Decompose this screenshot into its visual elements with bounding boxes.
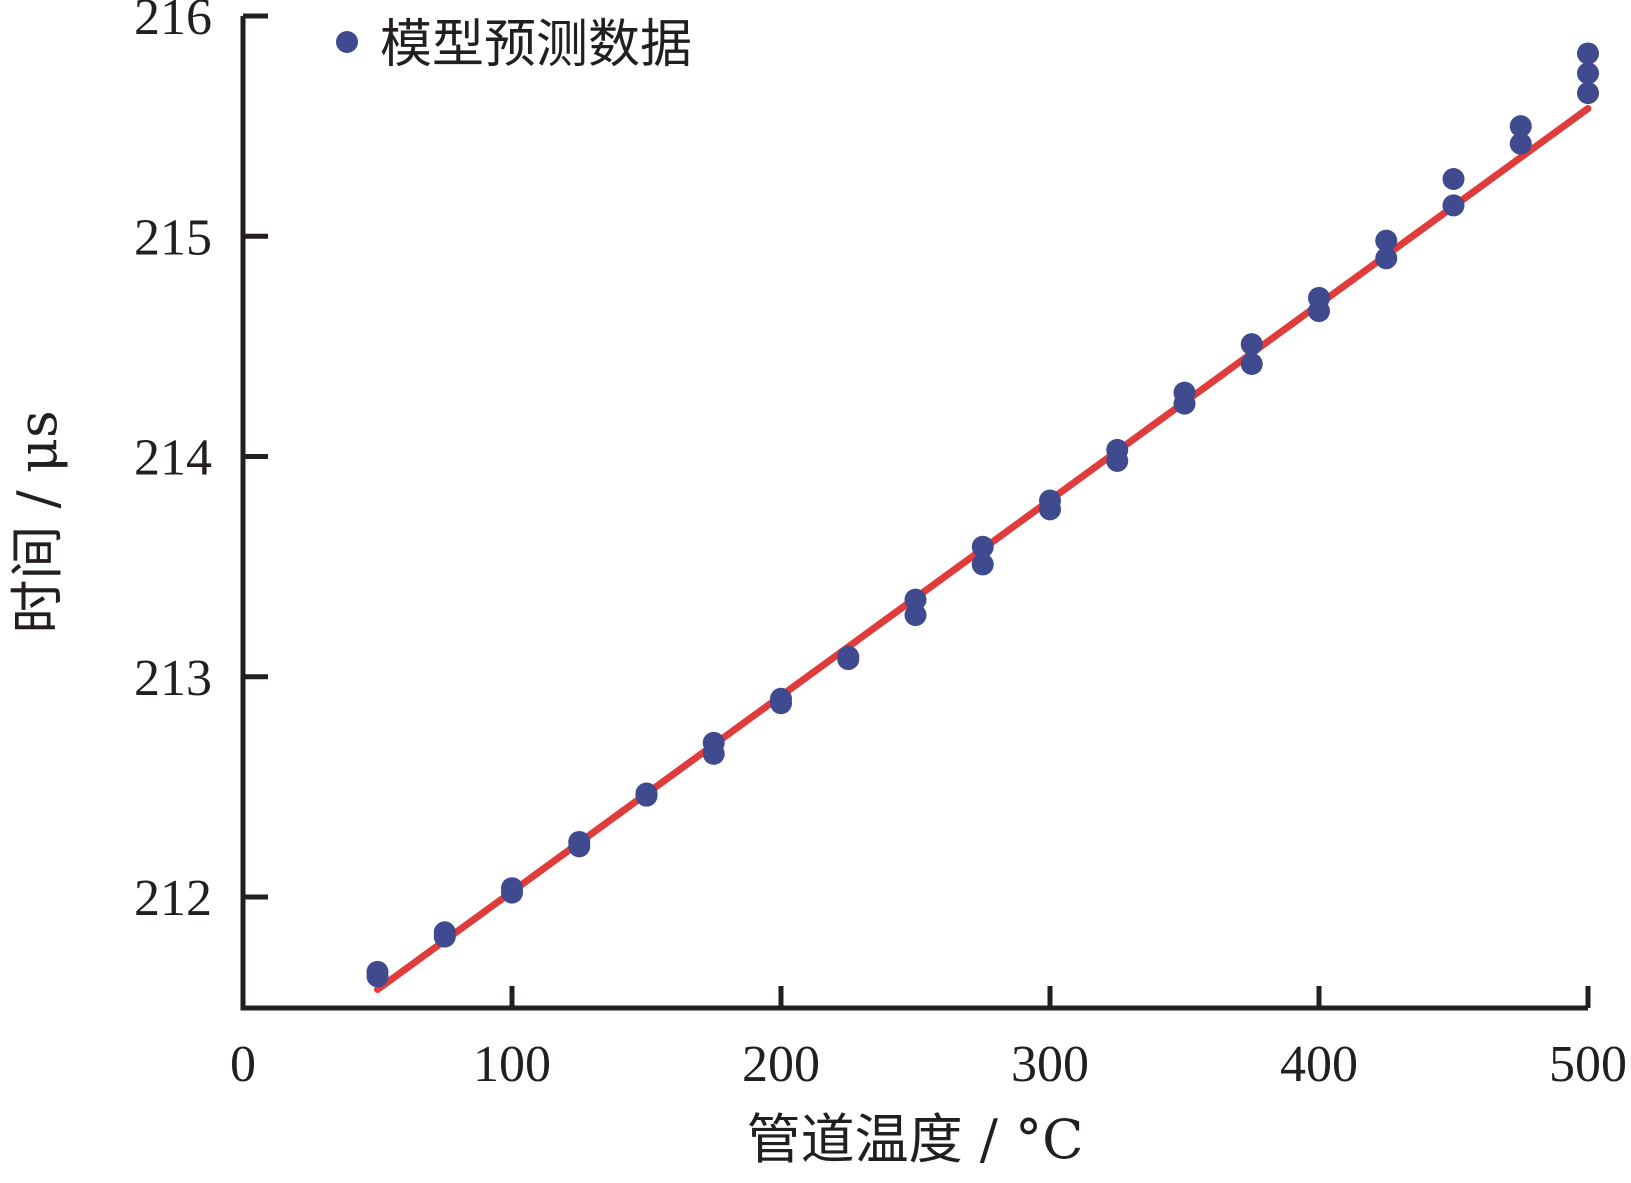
data-point — [1173, 392, 1196, 415]
y-tick-label: 215 — [134, 209, 212, 266]
data-point — [770, 692, 792, 715]
y-axis-title: 时间 / μs — [6, 410, 69, 633]
data-point — [568, 835, 591, 858]
y-tick-label: 216 — [134, 0, 212, 46]
legend-label: 模型预测数据 — [380, 15, 692, 75]
data-point — [1442, 167, 1465, 190]
y-tick-label: 213 — [134, 650, 212, 707]
data-point — [702, 742, 725, 765]
data-point — [1577, 62, 1599, 85]
y-tick-label: 212 — [134, 870, 212, 927]
data-point — [1106, 449, 1129, 472]
data-point — [1509, 115, 1532, 138]
data-point — [1375, 229, 1398, 252]
data-point — [1308, 300, 1330, 323]
data-point — [837, 648, 860, 671]
x-tick-label: 100 — [473, 1036, 551, 1093]
data-point — [501, 881, 523, 904]
data-point — [971, 553, 994, 576]
data-point — [1577, 82, 1599, 105]
x-tick-label: 400 — [1280, 1036, 1358, 1093]
data-point — [1240, 352, 1263, 375]
axes: 0 100 200 300 400 500 212 213 214 215 216 — [134, 0, 1627, 1093]
x-tick-label: 300 — [1011, 1036, 1089, 1093]
data-point — [904, 588, 927, 611]
data-point — [1442, 194, 1465, 217]
plot-area — [366, 42, 1599, 994]
data-point — [971, 535, 994, 558]
data-point — [366, 965, 389, 988]
x-tick-label: 500 — [1549, 1036, 1627, 1093]
data-point — [1240, 333, 1263, 356]
x-tick-label: 0 — [230, 1036, 256, 1093]
data-point — [1375, 247, 1398, 270]
data-point — [635, 784, 658, 807]
x-axis-title: 管道温度 / °C — [747, 1108, 1084, 1171]
data-point — [1039, 498, 1061, 521]
y-tick-label: 214 — [134, 430, 212, 487]
legend-marker — [336, 31, 358, 53]
data-point — [1577, 42, 1599, 65]
x-tick-label: 200 — [742, 1036, 820, 1093]
data-point — [1509, 132, 1532, 155]
legend: 模型预测数据 — [336, 15, 692, 75]
data-point — [904, 604, 927, 627]
data-point — [433, 925, 456, 948]
